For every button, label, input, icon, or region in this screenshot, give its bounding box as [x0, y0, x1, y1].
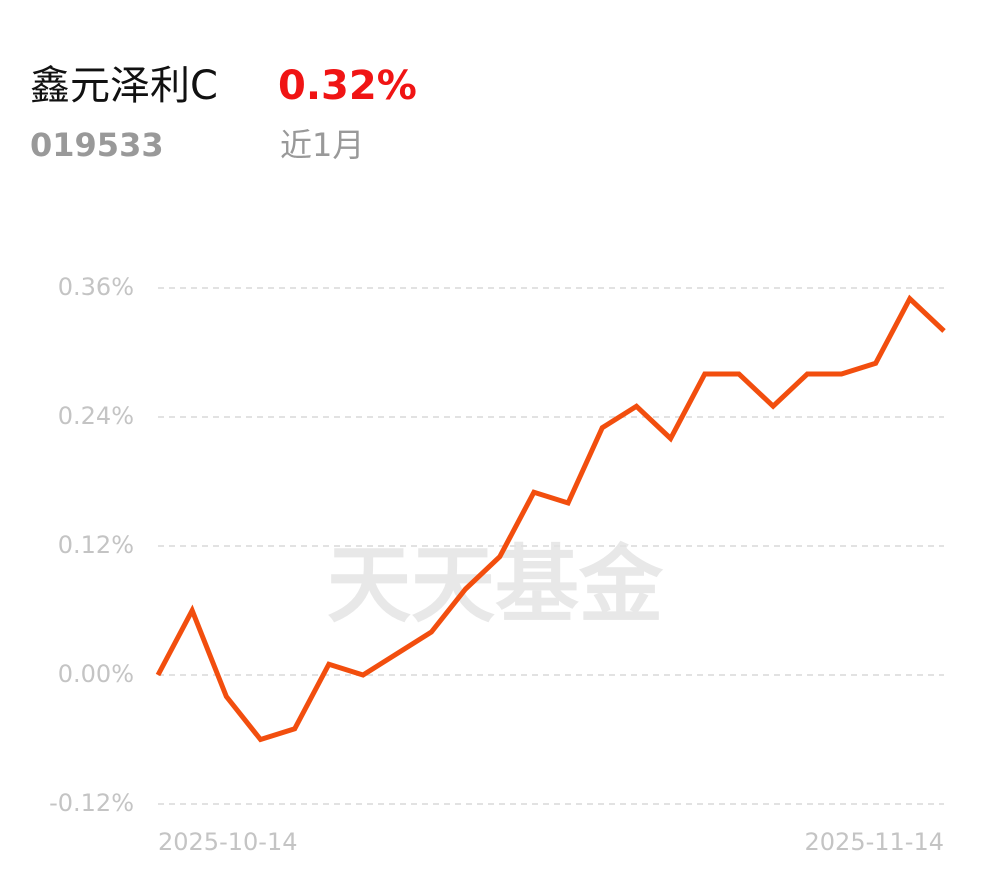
y-tick-label: 0.36% — [58, 273, 134, 301]
fund-code: 019533 — [30, 126, 164, 164]
y-tick-label: 0.12% — [58, 531, 134, 559]
change: 0.32% — [278, 63, 417, 109]
fund-name: 鑫元泽利C — [30, 63, 218, 109]
x-tick-label: 2025-11-14 — [805, 828, 944, 856]
watermark: 天天基金 — [327, 535, 664, 634]
y-tick-label: 0.24% — [58, 402, 134, 430]
y-tick-label: 0.00% — [58, 660, 134, 688]
period: 近1月 — [280, 126, 364, 164]
x-tick-label: 2025-10-14 — [158, 828, 297, 856]
y-tick-label: -0.12% — [49, 789, 134, 817]
series-line — [155, 294, 946, 743]
